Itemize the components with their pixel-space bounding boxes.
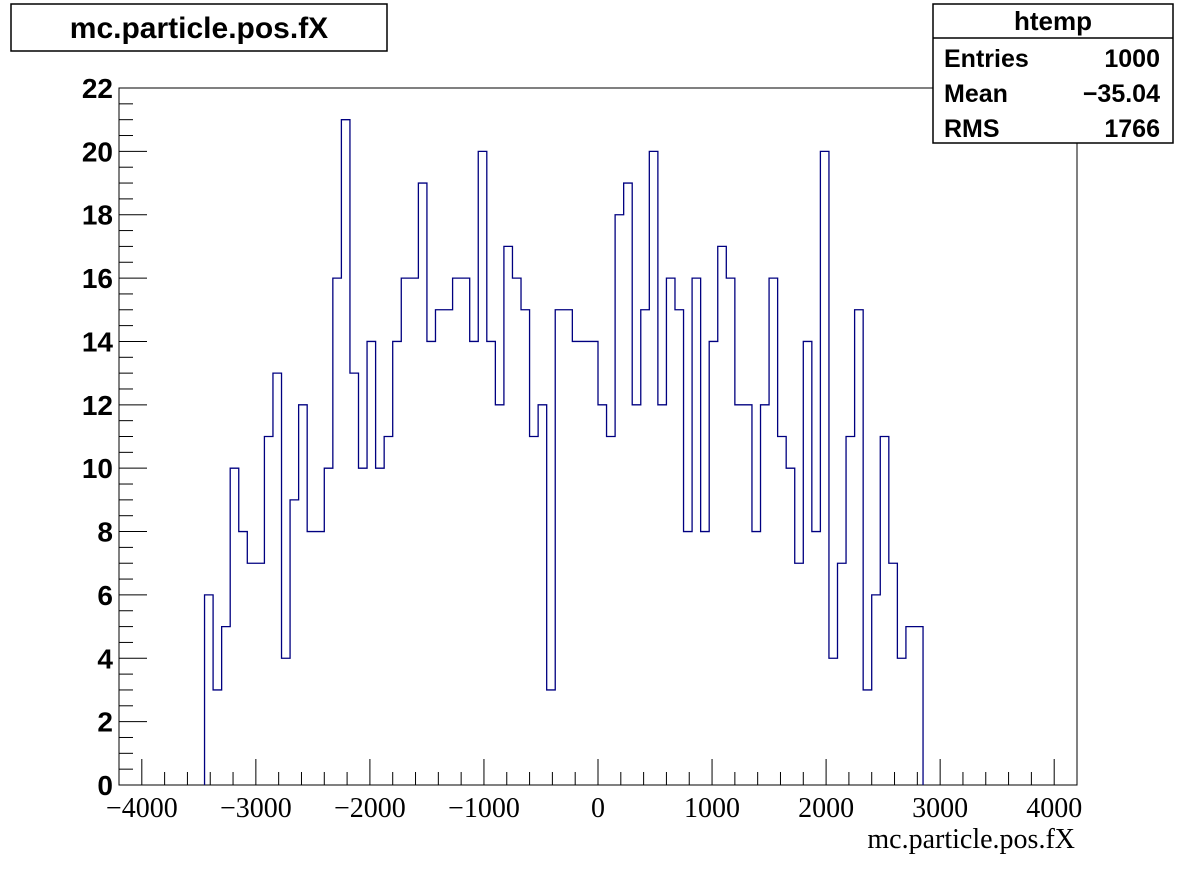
x-tick-label: −2000 (334, 793, 406, 824)
x-tick-label: −3000 (220, 793, 292, 824)
stats-mean-value: −35.04 (1083, 80, 1160, 108)
chart-title: mc.particle.pos.fX (70, 12, 328, 45)
x-tick-label: 3000 (912, 793, 968, 824)
stats-entries-value: 1000 (1104, 45, 1160, 73)
x-tick-label: −1000 (448, 793, 520, 824)
stats-rms-value: 1766 (1104, 115, 1160, 143)
plot-frame (118, 87, 1078, 786)
y-tick-label: 18 (82, 200, 113, 231)
y-tick-label: 10 (82, 453, 113, 484)
x-axis-label: mc.particle.pos.fX (867, 824, 1075, 855)
stats-box: htemp Entries 1000 Mean −35.04 RMS 1766 (932, 3, 1174, 144)
y-tick-label: 22 (82, 73, 113, 104)
x-tick-label: 0 (591, 793, 605, 824)
x-tick-label: 1000 (684, 793, 740, 824)
stats-rms-label: RMS (944, 115, 1000, 143)
x-axis: −4000 −3000 −2000 −1000 0 1000 2000 3000 4000 (106, 759, 1082, 824)
histogram-outline (203, 119, 924, 785)
y-tick-label: 0 (97, 770, 113, 801)
y-tick-label: 2 (97, 707, 113, 738)
y-tick-label: 16 (82, 263, 113, 294)
title-box: mc.particle.pos.fX (10, 3, 388, 52)
stats-entries-label: Entries (944, 45, 1029, 73)
y-tick-label: 4 (97, 643, 113, 674)
x-tick-label: 4000 (1026, 793, 1082, 824)
stats-name: htemp (1014, 6, 1092, 36)
y-tick-label: 20 (82, 136, 113, 167)
y-tick-label: 12 (82, 390, 113, 421)
x-tick-label: 2000 (798, 793, 854, 824)
y-tick-label: 14 (82, 326, 114, 357)
y-tick-label: 8 (97, 517, 113, 548)
y-axis: 0 2 4 6 8 10 12 14 16 18 20 22 (82, 73, 147, 801)
y-tick-label: 6 (97, 580, 113, 611)
stats-mean-label: Mean (944, 80, 1008, 108)
x-tick-label: −4000 (106, 793, 178, 824)
